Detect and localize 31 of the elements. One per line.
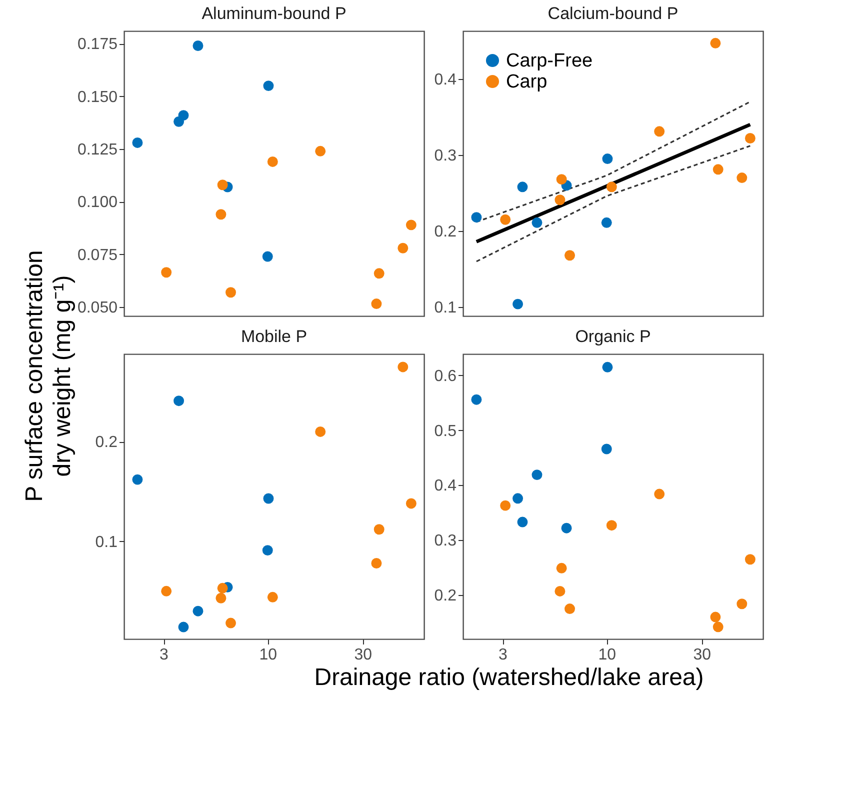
y-tick-label: 0.5 (434, 422, 457, 440)
y-tick-label: 0.100 (77, 194, 118, 212)
y-tick-label: 0.175 (77, 36, 118, 54)
x-tick-label: 30 (693, 646, 712, 664)
y-axis-title: P surface concentration dry weight (mg g⁻¹) (21, 250, 76, 502)
chart-title: Organic P (575, 327, 651, 346)
y-tick-label: 0.4 (434, 478, 457, 495)
x-tick-label: 30 (354, 646, 372, 664)
y-tick-label: 0.2 (434, 224, 457, 241)
chart-title: Aluminum-bound P (202, 4, 346, 23)
y-tick-label: 0.4 (434, 71, 457, 88)
chart-title: Mobile P (240, 327, 308, 346)
x-tick-label: 3 (160, 646, 169, 664)
y-tick-label: 0.2 (95, 434, 118, 452)
y-tick-label: 0.1 (95, 534, 118, 551)
x-axis-title: Drainage ratio (watershed/lake area) (314, 664, 704, 691)
y-tick-label: 0.3 (434, 147, 457, 164)
chart-title: Calcium-bound P (548, 4, 678, 23)
x-tick-label: 3 (498, 646, 508, 664)
y-tick-label: 0.075 (77, 246, 118, 264)
y-tick-label: 0.150 (77, 88, 118, 106)
x-tick-label: 10 (259, 646, 278, 664)
y-tick-label: 0.2 (434, 588, 457, 605)
legend-label: Carp (506, 72, 548, 92)
legend-label: Carp-Free (506, 50, 593, 72)
y-tick-label: 0.1 (434, 300, 457, 317)
x-tick-label: 10 (598, 646, 616, 664)
y-tick-label: 0.125 (77, 142, 118, 159)
y-tick-label: 0.050 (77, 300, 118, 317)
y-tick-label: 0.6 (434, 368, 457, 385)
y-tick-label: 0.3 (434, 532, 457, 550)
